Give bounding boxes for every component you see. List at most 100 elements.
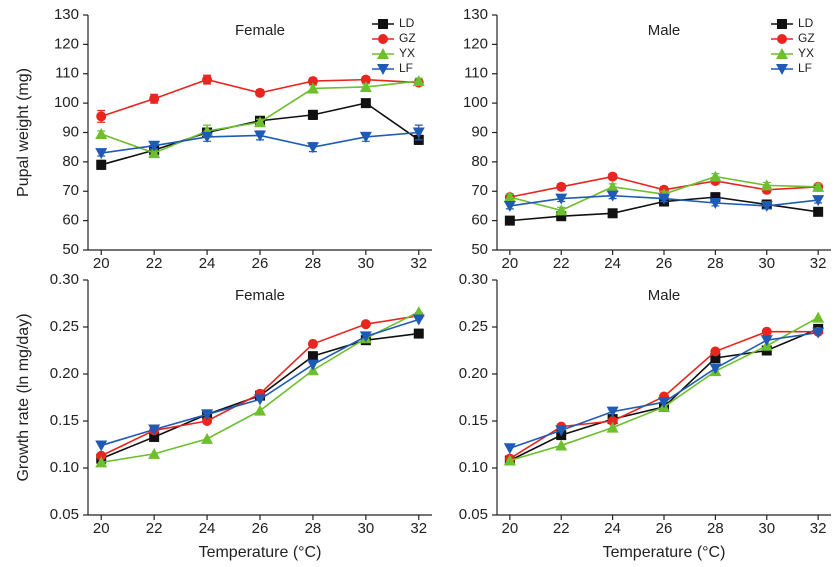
legend-label: GZ [399,31,416,45]
marker [201,131,214,143]
marker [412,75,425,87]
y-tick-label: 0.30 [50,271,79,288]
x-tick-label: 28 [707,255,724,272]
marker [202,416,213,426]
y-tick-label: 0.20 [50,365,79,382]
marker [96,159,107,170]
x-tick-label: 28 [707,520,724,537]
marker [710,192,721,203]
marker [254,130,266,142]
marker [307,109,318,120]
y-tick-label: 60 [62,212,79,229]
marker [359,131,372,143]
marker [96,111,107,122]
marker [761,326,772,337]
marker [776,48,788,59]
marker [760,200,773,212]
marker [413,328,424,339]
legend-label: LF [399,61,413,75]
y-tick-label: 0.15 [50,412,79,429]
marker [148,147,161,159]
y-axis-label: Pupal weight (mg) [15,68,32,197]
y-tick-label: 120 [463,35,488,52]
y-tick-label: 80 [471,153,488,170]
x-tick-label: 30 [758,520,775,537]
x-tick-label: 24 [199,520,216,537]
marker [149,431,160,442]
x-tick-label: 30 [358,520,375,537]
y-tick-label: 0.20 [459,365,488,382]
x-tick-label: 30 [758,255,775,272]
marker [148,140,161,152]
marker [202,74,213,85]
panel-title: Female [235,287,285,304]
marker [412,127,425,139]
y-tick-label: 0.10 [50,459,79,476]
x-tick-label: 32 [810,255,827,272]
marker [148,424,161,436]
marker [606,406,619,418]
marker [503,443,516,455]
y-tick-label: 0.30 [459,271,488,288]
x-tick-label: 26 [252,255,269,272]
y-tick-label: 110 [55,65,79,82]
legend-label: YX [399,46,415,60]
marker [360,319,371,330]
marker [504,215,515,226]
marker [777,19,787,29]
x-tick-label: 22 [146,520,163,537]
marker [148,447,161,459]
x-tick-label: 32 [810,520,827,537]
marker [360,74,371,85]
y-tick-label: 0.25 [50,318,79,335]
y-tick-label: 130 [54,6,79,23]
marker [254,116,266,128]
marker [606,180,619,192]
x-tick-label: 22 [553,255,570,272]
x-tick-label: 24 [199,255,216,272]
x-tick-label: 26 [656,520,673,537]
marker [96,450,107,461]
x-axis-label: Temperature (°C) [603,544,726,561]
marker [412,314,425,326]
y-tick-label: 0.05 [50,506,79,523]
marker [503,200,516,212]
x-axis-label: Temperature (°C) [199,544,322,561]
y-tick-label: 0.15 [459,412,488,429]
y-tick-label: 70 [471,182,488,199]
marker [307,76,318,87]
y-tick-label: 0.10 [459,459,488,476]
marker [201,432,214,444]
marker [95,440,108,452]
marker [607,416,618,426]
legend-label: LF [798,61,812,75]
series-line [100,78,419,118]
x-tick-label: 22 [553,520,570,537]
x-tick-label: 30 [358,255,375,272]
series-line [100,314,419,457]
marker [95,456,108,468]
marker [378,19,388,29]
y-tick-label: 80 [62,153,79,170]
y-tick-label: 90 [62,123,79,140]
marker [255,87,265,98]
panel-title: Female [235,22,285,39]
marker [306,359,319,371]
marker [556,211,567,222]
marker [709,363,722,375]
marker [709,198,722,209]
legend-label: GZ [798,31,815,45]
marker [658,193,670,205]
marker [306,142,319,154]
marker [95,127,108,139]
marker [360,98,371,109]
marker [503,454,516,466]
marker [555,425,568,437]
marker [254,404,266,416]
marker [777,34,787,44]
marker [658,397,670,409]
y-tick-label: 90 [471,123,488,140]
panel-title: Male [648,287,681,304]
marker [95,148,108,160]
marker [710,346,721,357]
